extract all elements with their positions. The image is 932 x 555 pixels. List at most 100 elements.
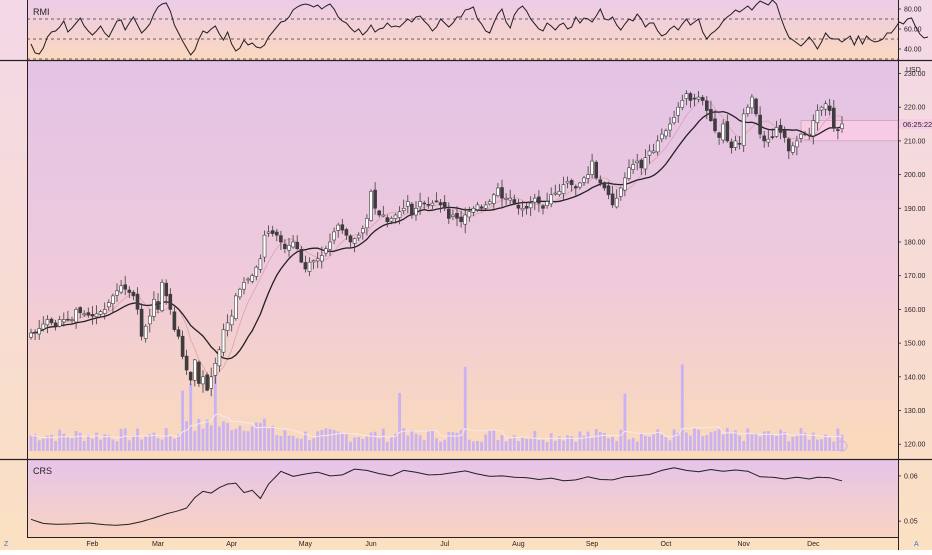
candle-body xyxy=(299,249,304,263)
volume-bar xyxy=(529,437,533,451)
rmi-line[interactable] xyxy=(30,0,929,56)
volume-bar xyxy=(594,429,598,451)
candle-body xyxy=(688,93,693,101)
candle-body xyxy=(541,205,545,209)
time-axis[interactable]: Feb Mar Apr May Jun Jul Aug Sep Oct Nov Dec xyxy=(86,541,820,548)
candle-body xyxy=(491,194,496,204)
volume-bar xyxy=(480,441,483,451)
candle-body xyxy=(418,201,422,208)
time-axis-label: Jul xyxy=(440,541,449,548)
candle-body xyxy=(270,230,275,234)
volume-bar xyxy=(742,440,746,451)
candle-body xyxy=(799,133,803,139)
candle-body xyxy=(49,318,54,324)
candle-body xyxy=(197,361,201,384)
volume-bar xyxy=(62,433,66,451)
volume-bar xyxy=(689,435,692,451)
volume-bar xyxy=(148,434,152,451)
candle-body xyxy=(762,135,767,142)
volume-bar xyxy=(635,441,639,451)
time-axis-label: May xyxy=(299,541,313,548)
volume-bar xyxy=(295,438,299,451)
volume-bar xyxy=(213,374,217,451)
candle-body xyxy=(156,301,160,310)
candle-body xyxy=(745,106,750,114)
candle-body xyxy=(725,121,730,142)
crs-pane-background xyxy=(27,460,898,537)
candle-body xyxy=(590,160,594,175)
volume-bar xyxy=(631,437,635,451)
volume-bar xyxy=(639,433,643,451)
volume-bar xyxy=(91,438,94,451)
candle-body xyxy=(119,285,123,293)
candle-body xyxy=(180,335,185,357)
candle-body xyxy=(463,214,468,225)
volume-bar xyxy=(127,440,131,451)
volume-bar xyxy=(324,428,328,451)
candle-body xyxy=(254,266,259,277)
volume-bar xyxy=(222,421,225,451)
volume-bar xyxy=(406,435,410,451)
candle-body xyxy=(242,282,246,290)
crs-pane-label: CRS xyxy=(33,466,52,476)
candle-body xyxy=(184,355,189,371)
candle-body xyxy=(795,140,799,148)
candle-body xyxy=(225,322,230,331)
crs-price-scale[interactable]: 0.06 0.05 xyxy=(898,473,918,526)
candle-body xyxy=(172,311,177,330)
candle-body xyxy=(631,164,635,170)
price-range-box[interactable] xyxy=(800,120,899,142)
volume-bar xyxy=(705,435,709,451)
candle-body xyxy=(627,167,631,179)
volume-bar xyxy=(566,435,569,451)
volume-bar xyxy=(709,432,713,451)
candle-body xyxy=(98,311,103,315)
axis-tick-label: 0.05 xyxy=(904,519,918,526)
candle-body xyxy=(451,214,455,218)
volume-bar xyxy=(472,441,475,451)
crs-line[interactable] xyxy=(30,467,843,526)
candle-body xyxy=(53,322,58,327)
time-axis-label: Mar xyxy=(152,541,165,548)
candle-body xyxy=(713,118,717,132)
candle-body xyxy=(78,307,82,314)
volume-bar xyxy=(385,441,389,451)
volume-bar xyxy=(107,435,111,451)
candle-body xyxy=(647,150,652,156)
candle-body xyxy=(61,319,66,323)
time-axis-label: Sep xyxy=(586,541,599,548)
candle-body xyxy=(487,201,492,205)
candle-body xyxy=(123,284,127,290)
candle-body xyxy=(209,376,213,389)
volume-bar xyxy=(799,428,803,451)
candle-body xyxy=(668,123,672,131)
volume-bar xyxy=(414,433,418,451)
candle-body xyxy=(594,161,599,179)
candle-body xyxy=(754,98,758,115)
volume-bar xyxy=(209,425,213,451)
volume-bar xyxy=(336,431,340,451)
candle-body xyxy=(365,218,369,229)
time-axis-left-corner[interactable]: Z xyxy=(4,541,9,548)
rmi-pane-background xyxy=(27,0,898,60)
volume-bar xyxy=(648,436,651,451)
candle-body xyxy=(262,234,267,258)
candle-body xyxy=(111,295,115,304)
candle-body xyxy=(721,123,726,141)
candle-body xyxy=(823,103,828,110)
volume-bar xyxy=(140,439,143,451)
candle-body xyxy=(70,319,74,321)
candle-body xyxy=(234,295,238,319)
price-scale[interactable]: 230.00 220.00 210.00 200.00 190.00 180.00 170.… xyxy=(898,71,926,449)
volume-bar xyxy=(33,434,37,451)
volume-bar xyxy=(693,428,696,451)
time-axis-right-corner[interactable]: A xyxy=(914,541,919,548)
candle-body xyxy=(676,106,681,116)
rmi-price-scale[interactable]: 80.00 60.00 40.00 xyxy=(898,7,922,54)
candle-body xyxy=(360,228,365,234)
volume-bar xyxy=(611,437,614,451)
volume-bar xyxy=(660,434,664,451)
volume-bar xyxy=(459,429,463,451)
candlestick-series[interactable] xyxy=(29,90,844,397)
volume-bar xyxy=(553,440,557,451)
